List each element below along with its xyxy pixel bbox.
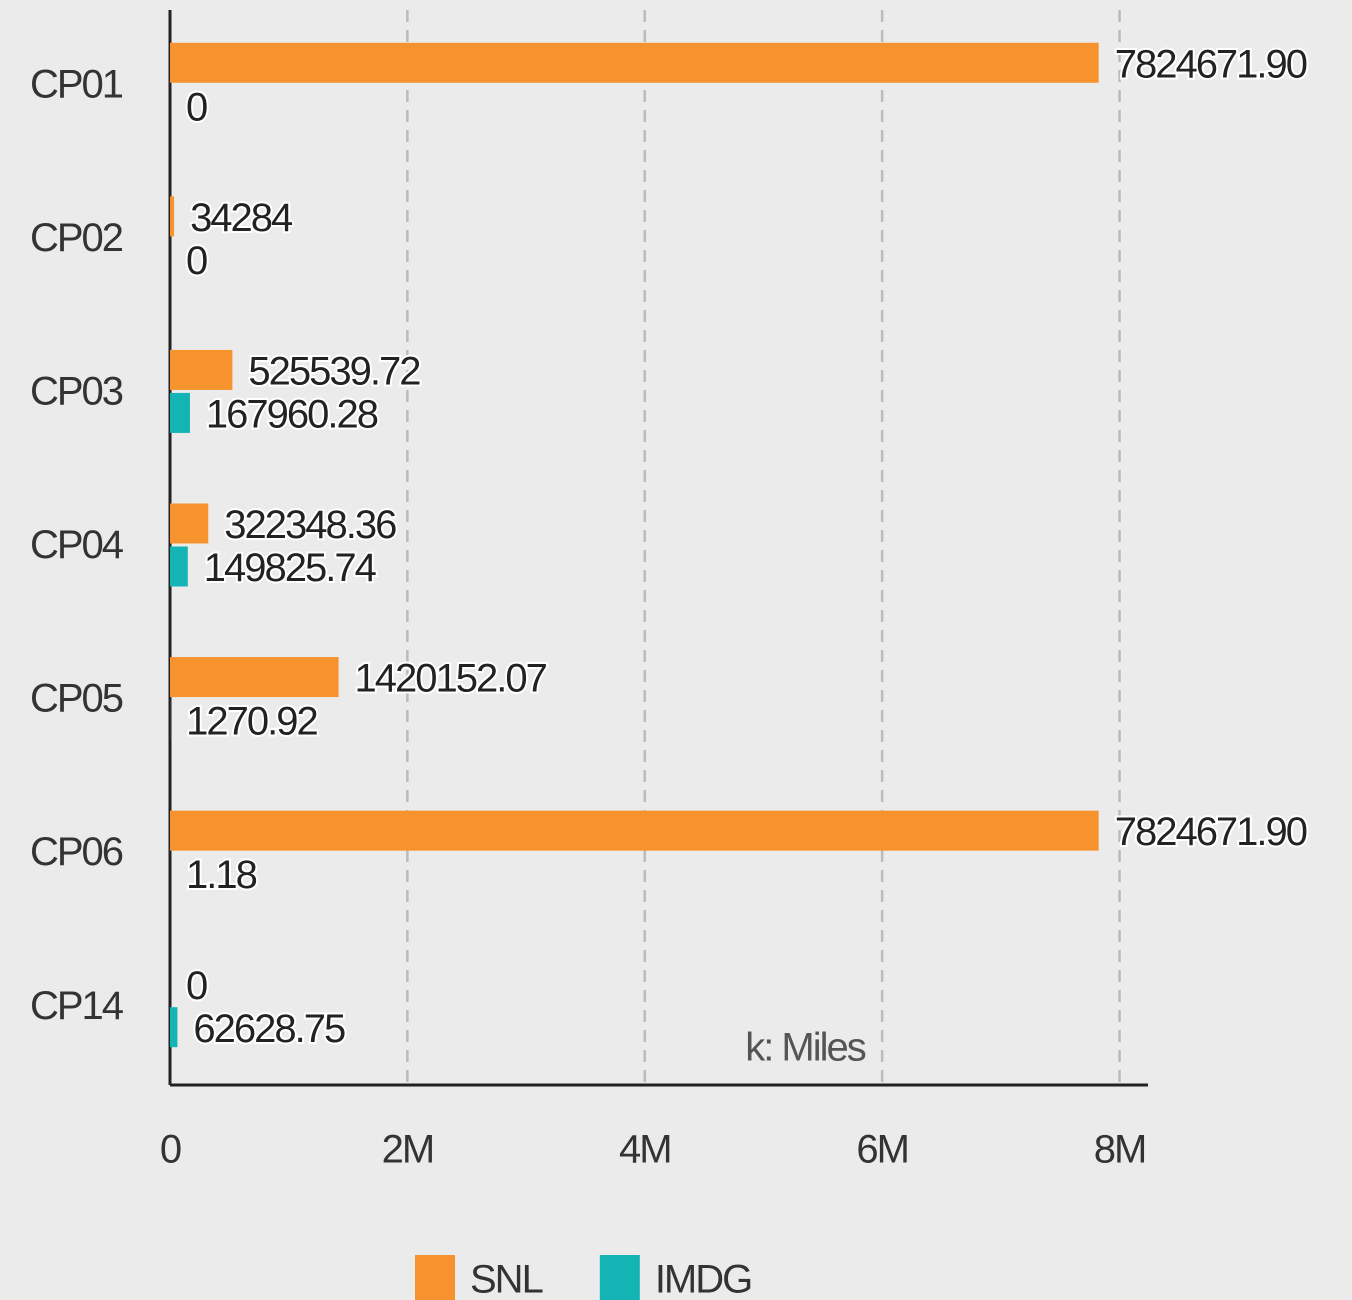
x-tick-label: 8M <box>1094 1128 1146 1172</box>
legend-label: SNL <box>470 1258 543 1300</box>
bar <box>170 196 175 237</box>
value-label: 62628.75 <box>193 1007 345 1051</box>
value-label: 1420152.07 <box>355 657 547 701</box>
y-tick-label: CP05 <box>30 677 123 721</box>
x-tick-label: 6M <box>856 1128 908 1172</box>
value-label: 0 <box>186 239 207 283</box>
x-tick-label: 4M <box>619 1128 671 1172</box>
value-label: 7824671.90 <box>1115 42 1307 86</box>
y-tick-label: CP06 <box>30 830 123 874</box>
bar <box>170 546 188 587</box>
value-label: 1270.92 <box>186 700 317 744</box>
bar <box>170 42 1099 83</box>
value-label: 525539.72 <box>248 349 420 393</box>
bar <box>170 503 209 544</box>
y-tick-label: CP01 <box>30 62 123 106</box>
annotation: k: Miles <box>745 1026 866 1070</box>
value-label: 149825.74 <box>204 546 377 590</box>
bar <box>170 392 190 433</box>
x-tick-label: 2M <box>382 1128 434 1172</box>
legend-label: IMDG <box>655 1258 751 1300</box>
bar <box>170 1007 178 1048</box>
legend-swatch <box>415 1255 455 1300</box>
value-label: 7824671.90 <box>1115 810 1307 854</box>
bar <box>170 349 233 390</box>
value-label: 0 <box>186 85 207 129</box>
bar <box>170 810 1099 851</box>
y-tick-label: CP03 <box>30 369 123 413</box>
value-label: 322348.36 <box>224 503 396 547</box>
y-tick-label: CP14 <box>30 984 124 1028</box>
bar <box>170 657 339 698</box>
y-tick-label: CP04 <box>30 523 124 567</box>
value-label: 0 <box>186 964 207 1008</box>
value-label: 34284 <box>190 196 293 240</box>
x-tick-label: 0 <box>160 1128 181 1172</box>
value-label: 1.18 <box>186 853 257 897</box>
legend-swatch <box>599 1255 640 1300</box>
value-label: 167960.28 <box>206 392 378 436</box>
y-tick-label: CP02 <box>30 216 123 260</box>
